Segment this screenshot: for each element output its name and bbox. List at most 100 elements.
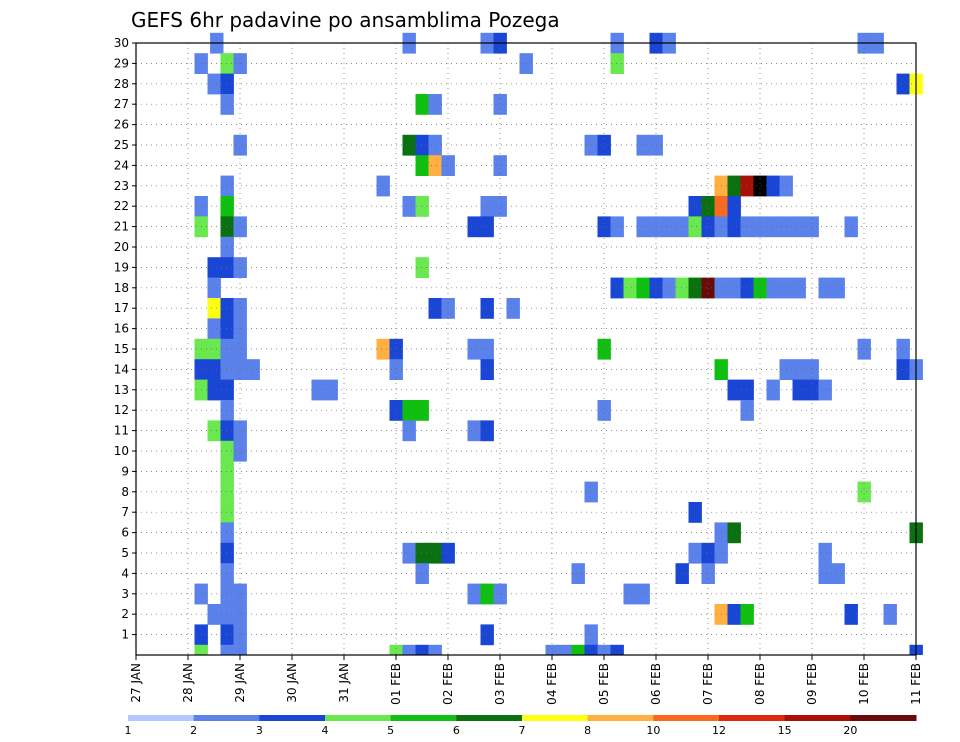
y-tick-label: 29 xyxy=(114,56,129,70)
x-tick-label: 08 FEB xyxy=(753,663,767,705)
heatmap-cell xyxy=(493,94,507,115)
heatmap-cell xyxy=(610,53,624,74)
x-tick-label: 29 JAN xyxy=(233,663,247,703)
heatmap-cell xyxy=(415,257,429,278)
heatmap-cell xyxy=(701,216,715,238)
heatmap-cell xyxy=(506,298,520,319)
heatmap-cell xyxy=(415,563,429,584)
y-tick-label: 28 xyxy=(114,77,129,91)
y-tick-label: 27 xyxy=(114,97,129,111)
heatmap-cell xyxy=(896,359,910,380)
x-tick-label: 28 JAN xyxy=(181,663,195,703)
color-legend: 1 2 3 4 5 6 7 8 10 12 15 20 xyxy=(125,715,917,737)
heatmap-cell xyxy=(480,338,494,360)
heatmap-cell xyxy=(428,94,442,115)
heatmap-cell xyxy=(662,277,676,299)
legend-label: 5 xyxy=(387,724,394,737)
heatmap-cell xyxy=(480,624,494,646)
heatmap-cell xyxy=(753,216,767,238)
heatmap-cell xyxy=(727,522,741,544)
heatmap-cell xyxy=(766,277,780,299)
heatmap-cell xyxy=(220,257,234,278)
heatmap-cell xyxy=(402,542,416,564)
heatmap-cell xyxy=(480,583,494,605)
legend-swatch xyxy=(193,715,260,721)
heatmap-cell xyxy=(740,216,754,238)
heatmap-cell xyxy=(584,644,598,655)
heatmap-cell xyxy=(857,338,871,360)
heatmap-cell xyxy=(220,338,234,360)
legend-swatch xyxy=(784,715,851,721)
heatmap-cell xyxy=(727,604,741,625)
heatmap-cell xyxy=(246,359,260,380)
heatmap-cell xyxy=(220,298,234,319)
y-tick-label: 7 xyxy=(121,505,129,519)
legend-label: 3 xyxy=(256,724,263,737)
legend-label: 10 xyxy=(646,724,660,737)
heatmap-cell xyxy=(480,359,494,380)
legend-label: 8 xyxy=(584,724,591,737)
heatmap-cell xyxy=(428,298,442,319)
legend-swatch xyxy=(128,715,195,721)
heatmap-cell xyxy=(402,644,416,655)
heatmap-cell xyxy=(220,216,234,238)
y-tick-label: 10 xyxy=(114,444,129,458)
y-tick-label: 3 xyxy=(121,587,129,601)
heatmap-cell xyxy=(428,542,442,564)
heatmap-cell xyxy=(480,216,494,238)
heatmap-cell xyxy=(376,338,390,360)
y-tick-label: 23 xyxy=(114,179,129,193)
x-tick-label: 10 FEB xyxy=(857,663,871,705)
heatmap-cell xyxy=(766,379,780,401)
x-tick-label: 03 FEB xyxy=(493,663,507,705)
heatmap-cell xyxy=(220,583,234,605)
heatmap-cell xyxy=(233,257,247,278)
heatmap-cell xyxy=(467,583,481,605)
x-tick-label: 30 JAN xyxy=(285,663,299,703)
heatmap-cell xyxy=(415,196,429,217)
heatmap-cell xyxy=(194,644,208,655)
y-tick-label: 1 xyxy=(121,628,129,642)
heatmap-cell xyxy=(545,644,559,655)
heatmap-cell xyxy=(220,644,234,655)
y-tick-label: 5 xyxy=(121,546,129,560)
heatmap-cell xyxy=(220,196,234,217)
heatmap-cell xyxy=(428,644,442,655)
heatmap-cell xyxy=(597,216,611,238)
heatmap-cell xyxy=(558,644,572,655)
heatmap-cell xyxy=(688,196,702,217)
heatmap-cell xyxy=(220,379,234,401)
heatmap-cell xyxy=(662,216,676,238)
heatmap-cell xyxy=(818,542,832,564)
heatmap-cell xyxy=(207,73,221,95)
legend-swatch xyxy=(456,715,523,721)
heatmap-cell xyxy=(610,216,624,238)
heatmap-cell xyxy=(220,481,234,503)
x-tick-label: 04 FEB xyxy=(545,663,559,705)
heatmap-cell xyxy=(402,420,416,442)
heatmap-cell xyxy=(740,277,754,299)
legend-swatch xyxy=(850,715,917,721)
heatmap-cell xyxy=(389,644,403,655)
heatmap-cell xyxy=(636,134,650,156)
heatmap-cell xyxy=(220,461,234,482)
y-tick-label: 19 xyxy=(114,260,129,274)
heatmap-cell xyxy=(818,277,832,299)
x-tick-label: 31 JAN xyxy=(337,663,351,703)
heatmap-cell xyxy=(233,644,247,655)
legend-label: 2 xyxy=(190,724,197,737)
heatmap-cell xyxy=(610,277,624,299)
heatmap-cell xyxy=(792,359,806,380)
chart-title: GEFS 6hr padavine po ansamblima Pozega xyxy=(131,8,560,32)
y-tick-label: 30 xyxy=(114,36,129,50)
heatmap-cell xyxy=(220,604,234,625)
heatmap-cell xyxy=(233,216,247,238)
heatmap-cell xyxy=(233,604,247,625)
heatmap-cell xyxy=(428,155,442,176)
heatmap-cell xyxy=(220,53,234,74)
heatmap-cell xyxy=(831,563,845,584)
y-tick-label: 8 xyxy=(121,485,129,499)
legend-label: 4 xyxy=(322,724,329,737)
legend-label: 7 xyxy=(519,724,526,737)
heatmap-cell xyxy=(220,563,234,584)
